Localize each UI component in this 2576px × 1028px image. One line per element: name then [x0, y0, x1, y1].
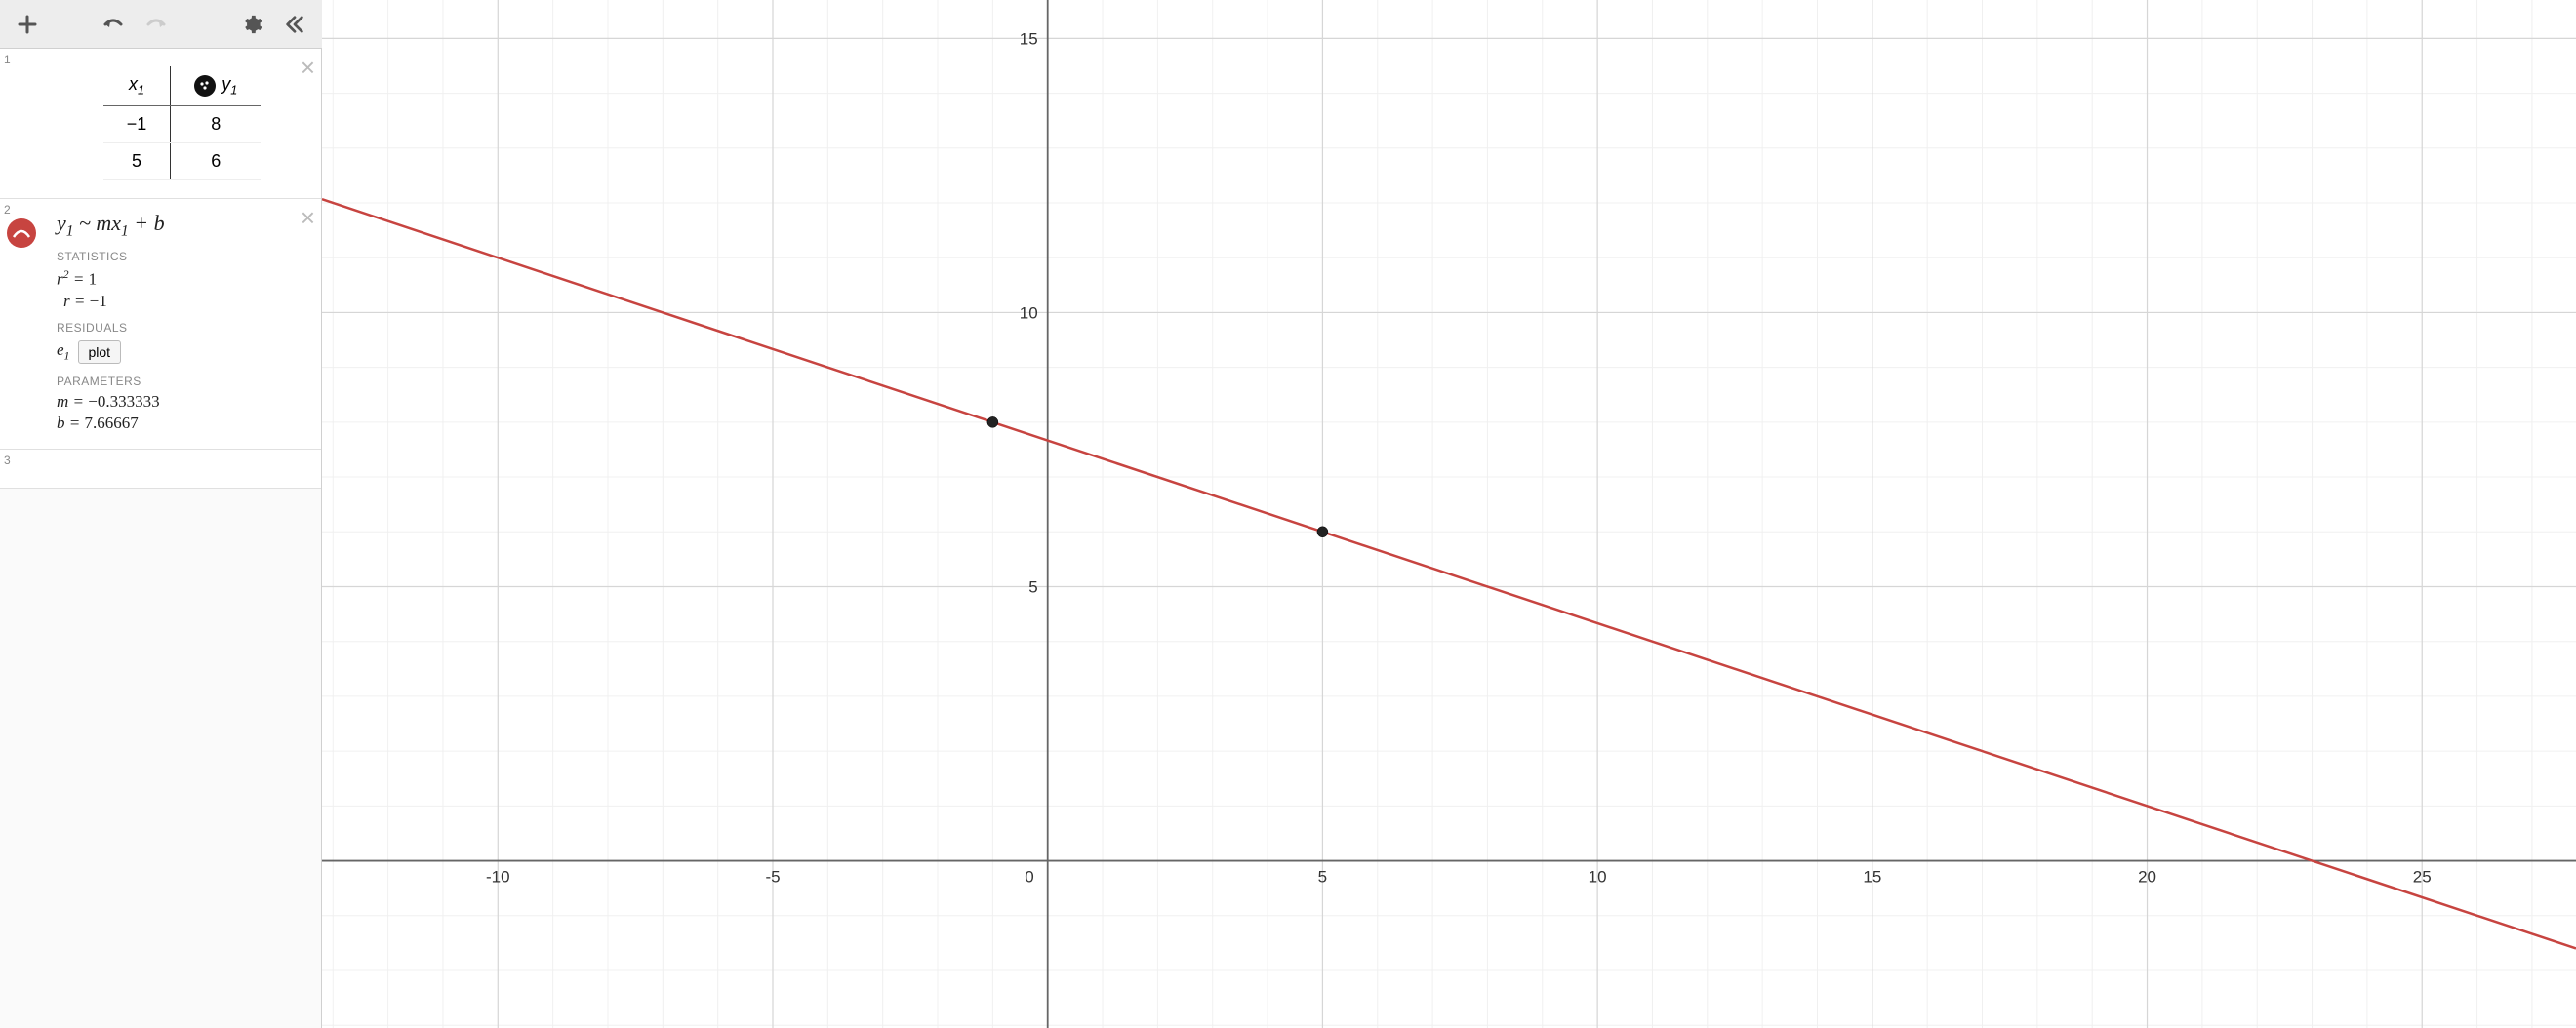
- expression-row-3[interactable]: 3: [0, 450, 321, 489]
- plus-icon: [18, 15, 37, 34]
- graph-svg: -10 -5 0 5 10 15 20 25 5 10 15: [322, 0, 2576, 1028]
- data-table[interactable]: x1 y1: [103, 66, 262, 180]
- param-m: m = −0.333333: [57, 392, 307, 412]
- svg-text:20: 20: [2138, 868, 2156, 887]
- svg-text:5: 5: [1318, 868, 1327, 887]
- plot-residuals-button[interactable]: plot: [78, 340, 122, 364]
- collapse-sidebar-button[interactable]: [275, 5, 314, 44]
- table-row[interactable]: 56: [103, 142, 262, 179]
- stat-r: r = −1: [57, 292, 307, 311]
- expression-row-2[interactable]: 2 × y1 ~ mx1 + b STATISTICS r2 = 1 r = −…: [0, 199, 321, 450]
- table-cell[interactable]: 6: [171, 142, 262, 179]
- residuals-label: RESIDUALS: [57, 321, 307, 335]
- svg-text:15: 15: [1020, 29, 1038, 48]
- redo-button[interactable]: [137, 5, 176, 44]
- series-color-dot[interactable]: [194, 75, 216, 97]
- expression-index: 1: [4, 53, 11, 66]
- toolbar: [0, 0, 322, 49]
- statistics-label: STATISTICS: [57, 250, 307, 263]
- svg-text:10: 10: [1020, 303, 1038, 322]
- svg-text:0: 0: [1025, 868, 1033, 887]
- table-cell[interactable]: −1: [103, 105, 171, 142]
- graph-canvas[interactable]: -10 -5 0 5 10 15 20 25 5 10 15: [322, 0, 2576, 1028]
- svg-text:15: 15: [1863, 868, 1881, 887]
- svg-text:-10: -10: [486, 868, 510, 887]
- param-b: b = 7.66667: [57, 414, 307, 433]
- undo-icon: [101, 15, 125, 34]
- regression-formula[interactable]: y1 ~ mx1 + b: [57, 211, 307, 240]
- table-header-y[interactable]: y1: [171, 66, 262, 105]
- svg-text:25: 25: [2413, 868, 2432, 887]
- expression-sidebar: 1 × x1: [0, 0, 322, 1028]
- gear-icon: [241, 14, 262, 35]
- table-header-x[interactable]: x1: [103, 66, 171, 105]
- chevron-left-double-icon: [284, 14, 305, 35]
- svg-text:5: 5: [1028, 577, 1037, 596]
- table-cell[interactable]: 8: [171, 105, 262, 142]
- expression-index: 3: [4, 454, 11, 467]
- stat-r-squared: r2 = 1: [57, 267, 307, 290]
- table-cell[interactable]: 5: [103, 142, 171, 179]
- residuals-var: e1: [57, 340, 70, 363]
- settings-button[interactable]: [232, 5, 271, 44]
- undo-button[interactable]: [94, 5, 133, 44]
- regression-icon[interactable]: [7, 218, 36, 248]
- table-row[interactable]: −18: [103, 105, 262, 142]
- parameters-label: PARAMETERS: [57, 375, 307, 388]
- svg-text:10: 10: [1589, 868, 1607, 887]
- add-button[interactable]: [8, 5, 47, 44]
- svg-text:-5: -5: [765, 868, 780, 887]
- expression-row-1[interactable]: 1 × x1: [0, 49, 321, 199]
- redo-icon: [144, 15, 168, 34]
